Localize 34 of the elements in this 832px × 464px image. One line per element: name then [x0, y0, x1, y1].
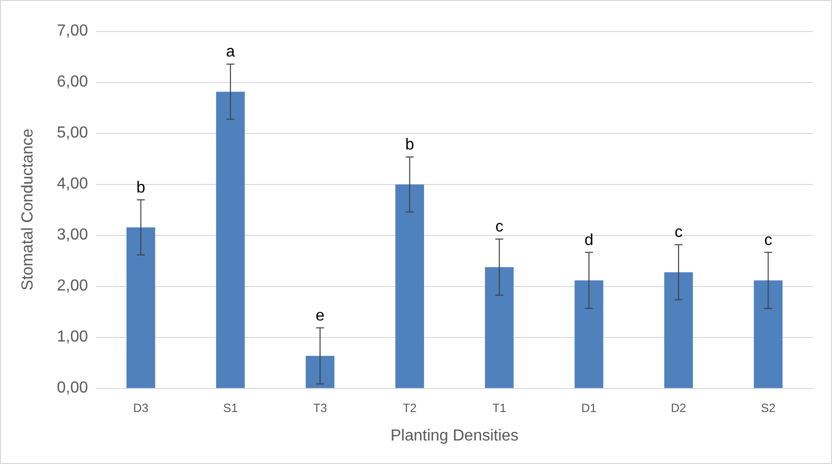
- annotation: e: [316, 307, 325, 324]
- x-tick-label: D3: [133, 401, 149, 415]
- x-axis-title: Planting Densities: [390, 428, 519, 444]
- bar: [395, 184, 424, 388]
- x-tick-label: T2: [402, 401, 418, 415]
- x-tick-label: D1: [581, 401, 597, 415]
- annotation: b: [405, 136, 414, 154]
- annotation: c: [764, 232, 772, 249]
- x-tick-label: T3: [313, 401, 328, 415]
- annotation: a: [226, 44, 235, 61]
- y-tick-label: 6,00: [56, 74, 88, 90]
- annotation: c: [495, 218, 504, 236]
- y-axis-title: Stomatal Conductance: [20, 128, 36, 290]
- annotation: d: [584, 232, 594, 249]
- bar: [306, 356, 334, 388]
- annotation: b: [136, 179, 146, 196]
- bar: [484, 267, 514, 388]
- y-tick-label: 3,00: [56, 226, 88, 244]
- bar: [664, 272, 693, 388]
- y-tick-label: 5,00: [56, 124, 88, 142]
- bar: [126, 227, 156, 388]
- bar: [574, 280, 604, 388]
- y-tick-label: 1,00: [56, 328, 88, 346]
- y-tick-label: 2,00: [56, 278, 88, 294]
- y-tick-label: 0,00: [56, 380, 88, 396]
- annotation: c: [674, 224, 683, 242]
- bar: [754, 280, 783, 388]
- x-tick-label: S2: [760, 401, 776, 415]
- y-tick-label: 4,00: [56, 176, 88, 192]
- bar: [216, 92, 245, 388]
- x-tick-label: D2: [670, 401, 687, 415]
- x-tick-label: S1: [223, 401, 238, 415]
- x-tick-label: T1: [492, 401, 507, 415]
- y-tick-label: 7,00: [56, 22, 88, 40]
